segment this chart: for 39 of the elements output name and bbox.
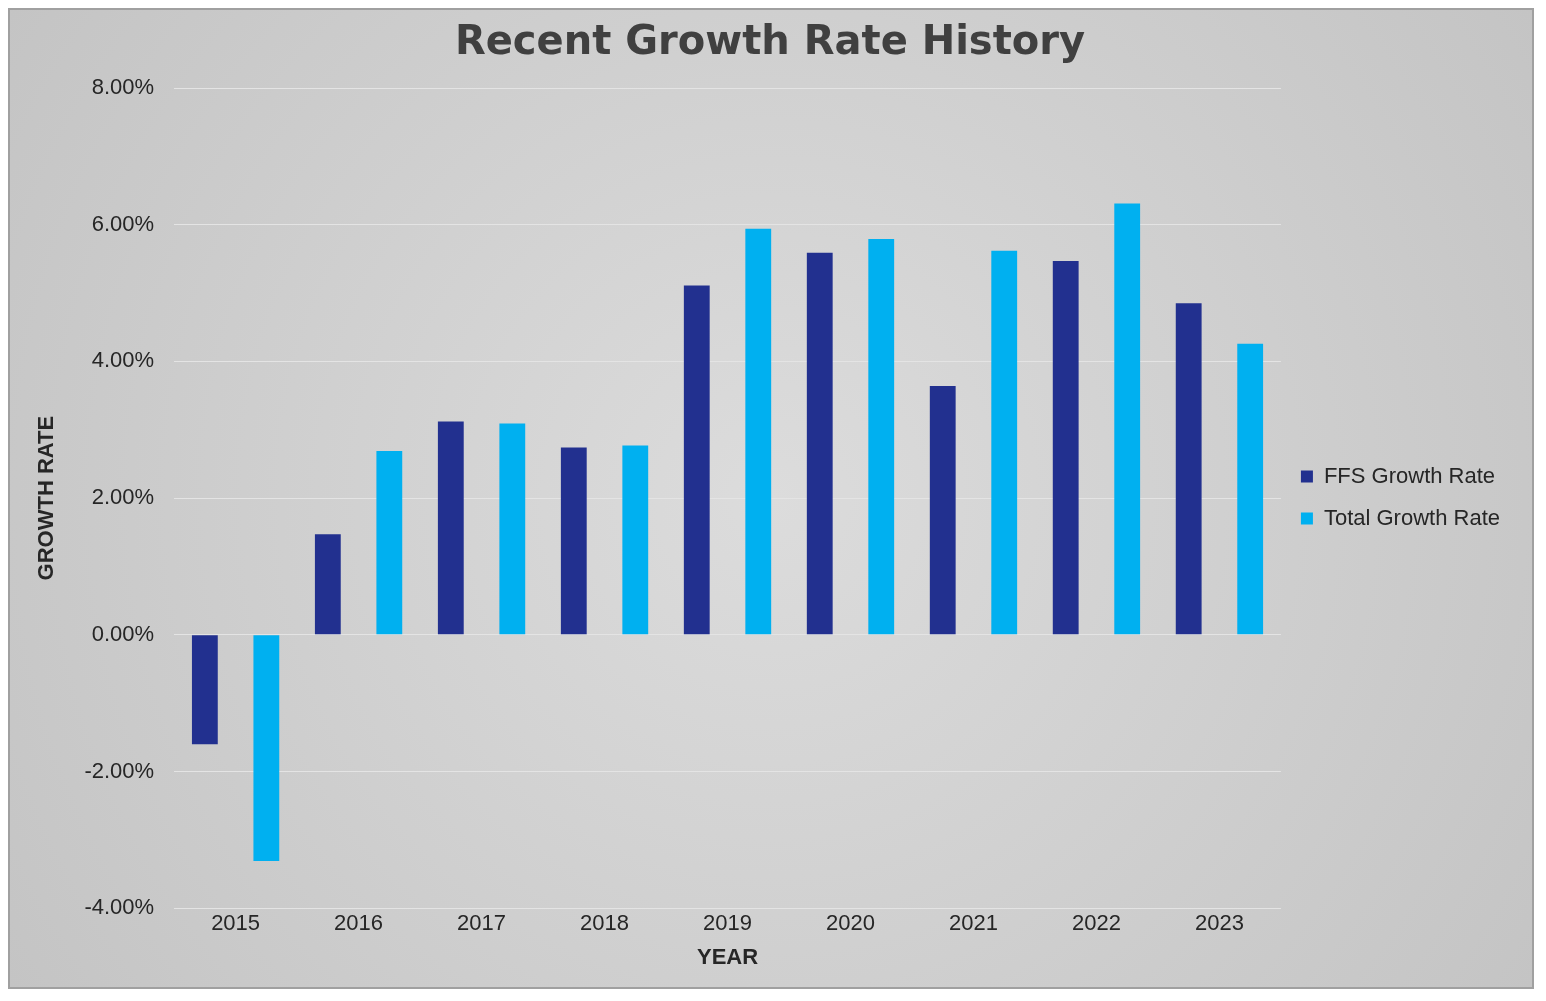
legend-label: Total Growth Rate	[1323, 504, 1500, 530]
bar	[806, 252, 833, 635]
x-tick-label: 2019	[703, 910, 752, 936]
bar	[1175, 303, 1202, 635]
bar	[622, 445, 649, 635]
legend-label: FFS Growth Rate	[1323, 462, 1496, 488]
bar	[1052, 260, 1079, 635]
y-tick-label: 0.00%	[91, 620, 155, 646]
y-axis-title: GROWTH RATE	[33, 415, 59, 581]
bar	[376, 450, 403, 635]
x-tick-label: 2015	[211, 910, 261, 936]
bar	[1237, 343, 1264, 635]
bar	[1114, 203, 1141, 635]
y-tick-label: 4.00%	[91, 347, 155, 373]
y-tick-label: 8.00%	[91, 74, 155, 100]
x-tick-label: 2016	[334, 910, 384, 936]
bar	[253, 635, 280, 862]
bar	[991, 250, 1018, 635]
chart-title: Recent Growth Rate History	[454, 17, 1086, 64]
x-tick-label: 2021	[949, 910, 998, 936]
y-tick-label: -4.00%	[84, 894, 155, 920]
x-tick-label: 2017	[457, 910, 507, 936]
y-tick-label: -2.00%	[84, 757, 155, 783]
x-tick-label: 2022	[1071, 910, 1121, 936]
bar	[437, 421, 464, 635]
bar	[683, 285, 710, 635]
x-tick-label: 2020	[826, 910, 875, 936]
bar	[499, 423, 526, 635]
x-axis-title: YEAR	[696, 943, 759, 969]
bar	[745, 228, 772, 635]
bar	[191, 635, 218, 745]
bar	[868, 239, 895, 635]
bar	[314, 534, 341, 635]
bar	[560, 447, 587, 635]
y-tick-label: 6.00%	[91, 210, 155, 236]
y-tick-label: 2.00%	[91, 484, 155, 510]
bar	[929, 386, 956, 635]
x-tick-label: 2018	[580, 910, 630, 936]
x-tick-label: 2023	[1194, 910, 1244, 936]
